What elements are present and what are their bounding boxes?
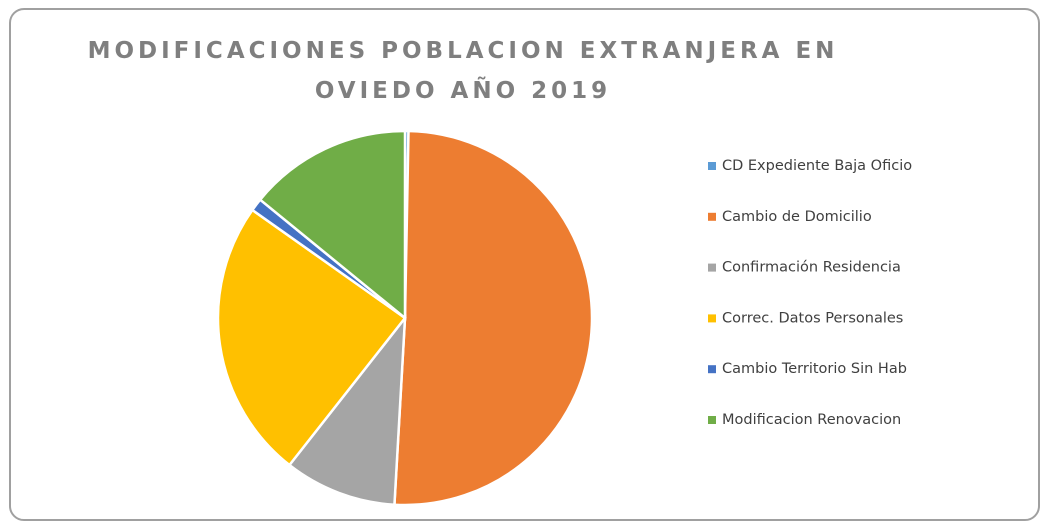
pie-slice [258, 129, 407, 321]
legend-swatch [708, 365, 716, 374]
pie-slice [287, 314, 407, 507]
legend-label: Correc. Datos Personales [722, 310, 903, 326]
legend-label: Cambio de Domicilio [722, 209, 872, 225]
legend-label: Modificacion Renovacion [722, 412, 901, 428]
legend-label: Cambio Territorio Sin Hab [722, 361, 907, 377]
chart-title: OVIEDO AÑO 2019 [315, 76, 611, 104]
legend-swatch [708, 162, 716, 170]
legend-swatch [708, 416, 716, 424]
legend-label: Confirmación Residencia [722, 260, 901, 276]
pie-slice [216, 208, 407, 467]
chart-title: MODIFICACIONES POBLACION EXTRANJERA EN [88, 38, 839, 64]
legend-swatch [708, 212, 716, 221]
legend-label: CD Expediente Baja Oficio [722, 158, 912, 174]
legend-swatch [708, 314, 716, 323]
pie-slice [393, 129, 594, 507]
legend-swatch [708, 263, 716, 272]
